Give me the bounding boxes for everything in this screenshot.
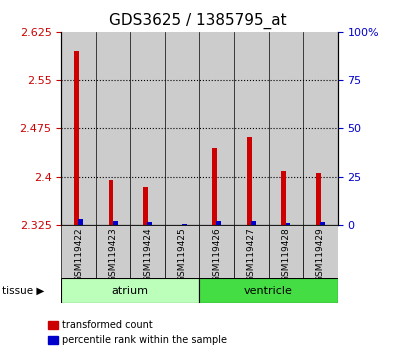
Text: GSM119428: GSM119428: [281, 227, 290, 282]
Text: GSM119422: GSM119422: [74, 227, 83, 281]
Bar: [165, 225, 199, 278]
Bar: [61, 32, 96, 225]
Bar: [212, 148, 217, 225]
Bar: [61, 225, 96, 278]
Text: GDS3625 / 1385795_at: GDS3625 / 1385795_at: [109, 12, 286, 29]
Text: GSM119429: GSM119429: [316, 227, 325, 282]
Bar: [199, 32, 234, 225]
Bar: [130, 32, 165, 225]
Bar: [182, 224, 187, 225]
Bar: [113, 221, 118, 225]
Bar: [316, 173, 321, 225]
Bar: [251, 221, 256, 225]
Bar: [61, 278, 199, 303]
Bar: [234, 32, 269, 225]
Bar: [320, 222, 325, 225]
Bar: [199, 225, 234, 278]
Bar: [147, 222, 152, 225]
Bar: [165, 32, 199, 225]
Bar: [234, 225, 269, 278]
Bar: [281, 171, 286, 225]
Bar: [269, 225, 303, 278]
Text: ventricle: ventricle: [244, 286, 293, 296]
Bar: [247, 137, 252, 225]
Bar: [216, 221, 221, 225]
Bar: [143, 188, 148, 225]
Text: GSM119424: GSM119424: [143, 227, 152, 281]
Bar: [96, 225, 130, 278]
Legend: transformed count, percentile rank within the sample: transformed count, percentile rank withi…: [44, 316, 231, 349]
Text: GSM119425: GSM119425: [178, 227, 187, 282]
Bar: [109, 180, 113, 225]
Bar: [96, 32, 130, 225]
Bar: [74, 51, 79, 225]
Bar: [303, 32, 338, 225]
Bar: [286, 223, 290, 225]
Bar: [130, 225, 165, 278]
Bar: [303, 225, 338, 278]
Bar: [269, 32, 303, 225]
Text: atrium: atrium: [112, 286, 149, 296]
Text: tissue ▶: tissue ▶: [2, 286, 44, 296]
Text: GSM119423: GSM119423: [109, 227, 118, 282]
Text: GSM119426: GSM119426: [212, 227, 221, 282]
Bar: [199, 278, 338, 303]
Bar: [78, 219, 83, 225]
Text: GSM119427: GSM119427: [247, 227, 256, 282]
